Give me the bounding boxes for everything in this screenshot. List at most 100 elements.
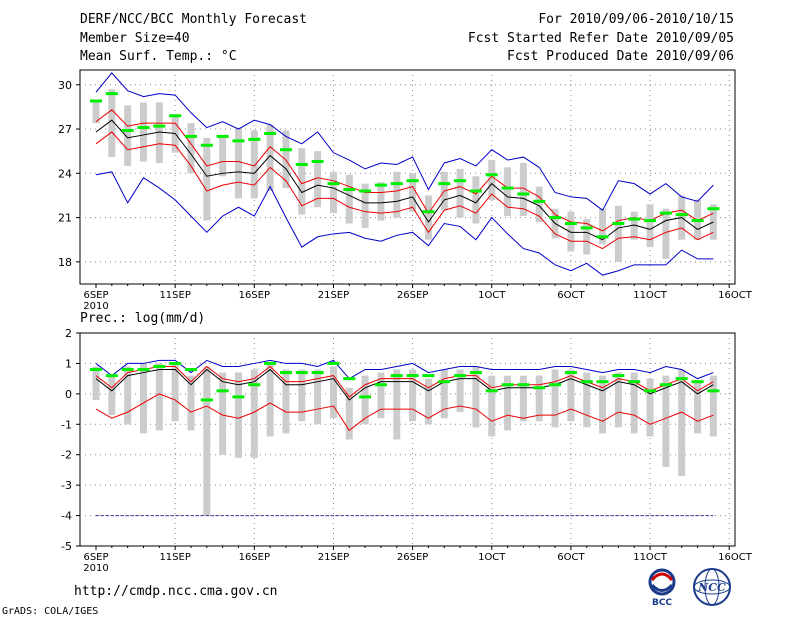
y-tick-label: -3 [61,479,72,492]
ensemble-mean-dash [343,377,356,381]
bcc-logo-text: BCC [652,598,672,608]
x-tick-label: 16OCT [718,290,753,301]
ensemble-mean-dash [549,383,562,387]
ensemble-mean-dash [533,386,546,390]
ensemble-box [139,363,147,434]
ensemble-mean-dash [184,368,197,372]
ncc-logo-text: NCC [697,581,726,594]
ensemble-mean-dash [501,383,514,387]
x-tick-label: 21SEP [318,552,349,563]
grads-credit: GrADS: COLA/IGES [2,606,99,617]
x-tick-label: 6OCT [557,552,585,563]
ensemble-box [519,162,527,217]
footer-url[interactable]: http://cmdp.ncc.cma.gov.cn [74,584,278,599]
ensemble-box [583,372,591,428]
ensemble-mean-dash [485,389,498,393]
ensemble-box [614,372,622,428]
series-q-lower-line [95,393,714,432]
ensemble-mean-dash [422,210,435,214]
ensemble-mean-dash [153,124,166,128]
ensemble-box [424,195,432,240]
y-tick-label: -5 [61,540,72,553]
ensemble-box [646,378,654,437]
ensemble-mean-dash [295,162,308,166]
ensemble-mean-dash [533,199,546,203]
ensemble-box [424,378,432,425]
x-tick-label: 11SEP [159,290,190,301]
ensemble-box [440,369,448,419]
ensemble-mean-dash [216,389,229,393]
ensemble-box [361,183,369,228]
ensemble-mean-dash [454,374,467,378]
ensemble-mean-dash [184,134,197,138]
x-tick-label: 11SEP [159,552,190,563]
ensemble-box [488,375,496,437]
ensemble-mean-dash [105,374,118,378]
ensemble-box [219,372,227,455]
member-size: Member Size=40 [80,31,190,46]
ensemble-mean-dash [628,217,641,221]
ensemble-box [504,167,512,217]
ensemble-mean-dash [628,380,641,384]
ensemble-box [203,366,211,516]
ensemble-box [377,182,385,221]
ensemble-box [535,375,543,422]
x-tick-label: 26SEP [397,290,428,301]
ensemble-mean-dash [311,160,324,164]
ensemble-mean-dash [691,219,704,223]
ensemble-mean-dash [612,374,625,378]
ensemble-mean-dash [137,368,150,372]
ensemble-box [250,369,258,458]
y-tick-label: -4 [61,510,72,523]
ensemble-box [314,369,322,425]
x-tick-label: 16SEP [239,290,270,301]
ensemble-mean-dash [279,371,292,375]
y-tick-label: 30 [58,79,72,92]
ensemble-mean-dash [612,221,625,225]
ensemble-mean-dash [501,186,514,190]
ensemble-mean-dash [90,368,102,372]
ensemble-mean-dash [644,389,657,393]
ensemble-mean-dash [374,183,387,187]
series-q-upper-line [95,109,714,232]
started-date: Fcst Started Refer Date 2010/09/05 [467,31,734,46]
ensemble-mean-dash [374,383,387,387]
ensemble-box [282,130,290,189]
ensemble-mean-dash [169,361,182,365]
series-q-lower-line [95,131,714,250]
plot-frame [79,332,736,547]
ensemble-mean-dash [564,371,577,375]
ensemble-mean-dash [659,383,672,387]
ensemble-box [488,160,496,200]
ensemble-mean-dash [517,383,530,387]
ensemble-box [456,369,464,413]
ensemble-box [250,130,258,199]
plot-frame [79,69,736,285]
ensemble-box [234,372,242,458]
ensemble-box [646,204,654,248]
x-year-label: 2010 [83,563,108,574]
ensemble-mean-dash [549,216,562,220]
x-tick-label: 1OCT [478,552,506,563]
ensemble-box [329,171,337,214]
ensemble-box [329,366,337,419]
ensemble-box [219,137,227,177]
ensemble-box [567,369,575,422]
ensemble-mean-dash [248,137,261,141]
y-tick-label: 21 [58,212,72,225]
ensemble-mean-dash [359,189,372,193]
ensemble-box [599,375,607,434]
ensemble-box [535,186,543,223]
ensemble-box [124,105,132,166]
ensemble-box [92,366,100,400]
ensemble-mean-dash [200,398,213,402]
ensemble-box [171,363,179,422]
ensemble-mean-dash [422,374,435,378]
ensemble-mean-dash [469,371,482,375]
ensemble-mean-dash [406,179,419,183]
ensemble-mean-dash [659,211,672,215]
ensemble-box [393,171,401,218]
variable-label: Mean Surf. Temp.: °C [80,49,237,64]
prec-label: Prec.: log(mm/d) [80,311,206,326]
